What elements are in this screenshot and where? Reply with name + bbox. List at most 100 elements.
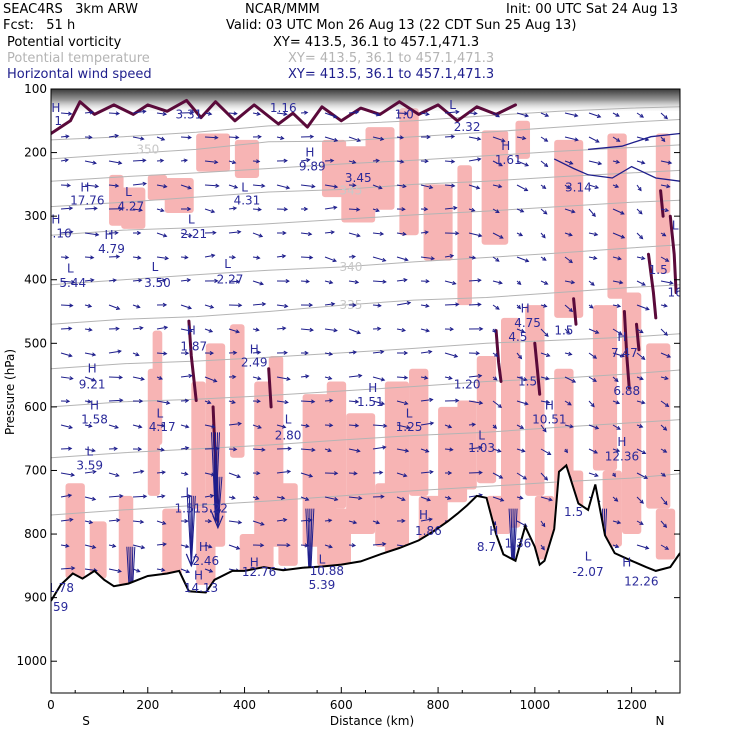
wind-vector-head [544,112,550,117]
pv-shade-region [655,508,676,560]
y-tick-label: 100 [24,82,47,96]
wind-vector-arrow [540,160,549,168]
wind-vector-head [283,350,288,355]
wind-vector-arrow [588,184,600,190]
wind-vector-arrow [228,374,237,379]
wind-vector-head [663,115,668,120]
wind-vector-head [138,398,144,404]
wind-vector-arrow [444,109,460,115]
wind-vector-arrow [636,208,643,215]
wind-vector-head [356,137,362,142]
wind-vector-arrow [108,424,119,429]
wind-vector-head [280,495,286,500]
wind-vector-arrow [84,399,92,404]
wind-vector-shaft [84,471,96,474]
field-annotation: 9.21 [79,378,106,392]
wind-vector-arrow [204,278,219,284]
wind-vector-head [543,137,549,142]
wind-vector-arrow [180,373,193,379]
wind-vector-shaft [564,232,573,236]
wind-vector-arrow [636,352,646,360]
wind-vector-shaft [60,184,71,187]
wind-vector-shaft [204,208,215,213]
wind-vector-arrow [132,158,147,163]
y-tick-label: 200 [24,146,47,160]
wind-vector-head [404,401,409,406]
wind-vector-head [476,136,482,141]
wind-vector-head [592,354,598,359]
wind-vector-head [477,373,483,379]
wind-vector-head [257,424,262,429]
wind-vector-head [188,233,193,238]
wind-vector-arrow [396,256,409,262]
wind-vector-shaft [516,136,526,140]
field-annotation: 10.51 [532,413,566,427]
wind-vector-arrow [108,568,122,573]
wind-vector-arrow [612,496,619,502]
wind-vector-head [402,231,407,237]
wind-vector-arrow [396,448,410,453]
wind-vector-head [356,233,361,238]
wind-vector-shaft [660,400,669,407]
wind-vector-arrow [660,376,669,381]
wind-vector-arrow [84,352,97,357]
wind-vector-head [88,423,93,428]
wind-vector-head [89,110,94,115]
field-annotation: 1.16 [45,226,72,240]
wind-vector-shaft [492,112,500,118]
theta-contour-label: 350 [136,142,159,156]
wind-vector-shaft [564,352,572,355]
wind-vector-head [135,352,140,357]
wind-vector-arrow [564,184,571,190]
wind-vector-arrow [444,280,457,286]
wind-vector-arrow [396,400,409,406]
wind-vector-shaft [84,111,93,114]
field-annotation: 7.47 [611,346,638,360]
wind-vector-shaft [60,567,75,570]
wind-vector-head [233,111,238,116]
wind-vector-arrow [516,400,529,406]
wind-vector-shaft [420,112,429,115]
wind-vector-shaft [324,496,338,501]
terrain-line [51,463,680,602]
wind-vector-head [310,399,316,404]
wind-vector-shaft [636,520,644,525]
wind-vector-head [184,544,190,549]
wind-vector-shaft [372,446,386,450]
wind-vector-arrow [492,472,504,479]
wind-vector-shaft [204,136,218,139]
wind-vector-head [565,329,571,334]
wind-vector-arrow [636,160,646,165]
wind-vector-arrow [588,400,595,408]
wind-vector-head [237,303,243,308]
wind-vector-shaft [324,256,337,262]
wind-vector-head [477,157,482,162]
wind-vector-arrow [348,350,358,355]
wind-vector-arrow [60,303,74,308]
wind-vector-shaft [156,256,169,260]
wind-vector-head [93,206,98,211]
wind-vector-arrow [228,447,238,452]
wind-vector-shaft [252,351,261,354]
wind-vector-arrow [252,447,266,452]
wind-vector-head [354,399,360,404]
wind-vector-head [64,255,70,260]
wind-vector-head [333,471,339,476]
wind-vector-arrow [564,448,568,454]
wind-vector-head [383,423,388,428]
wind-vector-arrow [516,208,525,213]
field-annotation: H [90,399,99,413]
wind-vector-arrow [420,303,430,308]
vertical-motion-arrow [185,495,197,568]
wind-vector-arrow [420,256,436,261]
pv-shade-region [191,381,206,509]
wind-vector-head [352,350,358,355]
wind-vector-arrow [636,544,650,550]
wind-vector-arrow [156,567,166,572]
wind-vector-head [471,255,477,260]
wind-vector-arrow [108,543,117,548]
wind-vector-head [455,398,460,403]
wind-vector-head [162,278,167,283]
wind-vector-shaft [516,352,522,359]
wind-vector-head [209,493,215,499]
